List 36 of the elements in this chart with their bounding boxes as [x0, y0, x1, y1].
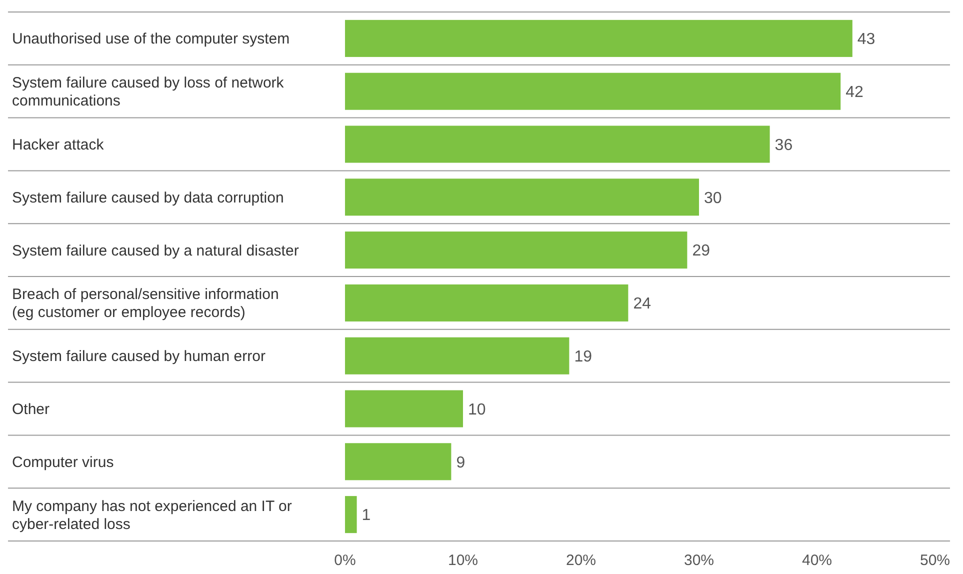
x-tick-label: 0% [334, 552, 356, 569]
bar [345, 284, 628, 322]
data-label: 19 [574, 348, 592, 366]
y-tick-label: System failure caused by a natural disaster [12, 242, 299, 260]
bar [345, 496, 357, 534]
bar [345, 337, 570, 374]
data-label: 10 [468, 401, 486, 418]
x-tick-label: 10% [448, 552, 478, 569]
y-tick-label: System failure caused by human error [12, 348, 266, 366]
data-label: 24 [633, 296, 652, 313]
y-tick-label: Breach of personal/sensitive information (eg customer or employee records) [12, 286, 279, 322]
y-tick-label: Computer virus [12, 454, 114, 471]
y-tick-label: System failure caused by data corruption [12, 189, 284, 206]
data-label: 36 [774, 136, 793, 154]
data-label: 30 [704, 190, 722, 207]
y-tick-label: Hacker attack [12, 136, 104, 154]
x-tick-label: 40% [802, 552, 832, 569]
x-tick-label: 20% [566, 552, 596, 569]
bar [345, 390, 463, 428]
x-tick-label: 50% [920, 552, 950, 569]
data-label: 29 [692, 242, 710, 260]
y-tick-label: Other [12, 401, 50, 418]
bar [345, 20, 852, 57]
bar [345, 443, 452, 480]
bar [345, 72, 841, 110]
data-label: 1 [362, 507, 371, 524]
data-label: 9 [456, 454, 466, 472]
bar [345, 178, 699, 216]
x-tick-label: 30% [684, 552, 714, 569]
bar [345, 126, 770, 163]
data-label: 42 [846, 84, 864, 101]
data-label: 43 [857, 31, 876, 48]
y-tick-label: My company has not experienced an IT or cyber-related loss [12, 498, 292, 533]
bar [345, 232, 688, 269]
y-tick-label: System failure caused by loss of network communications [12, 74, 284, 110]
y-tick-label: Unauthorised use of the computer system [12, 30, 290, 48]
